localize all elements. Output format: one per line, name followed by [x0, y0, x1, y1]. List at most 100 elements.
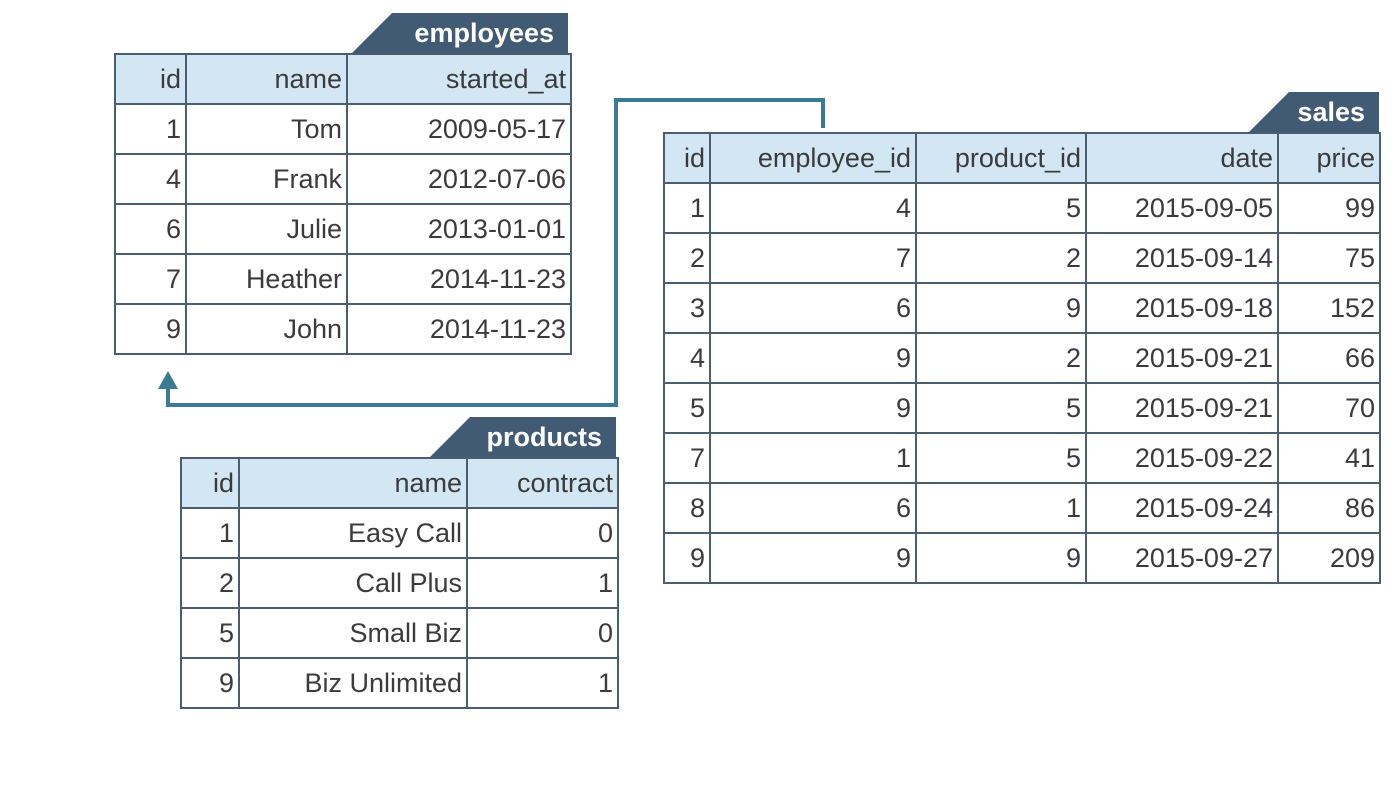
- employees-body: 1 Tom 2009-05-17 4 Frank 2012-07-06 6 Julie 2013…: [114, 103, 572, 355]
- table-cell: 5: [663, 382, 711, 434]
- table-cell: Call Plus: [238, 557, 468, 609]
- column-header: date: [1085, 132, 1279, 184]
- table-row: 9 Biz Unlimited 1: [180, 657, 619, 709]
- header-row: id name contract: [180, 457, 619, 509]
- table-cell: Heather: [185, 253, 348, 305]
- table-cell: 1: [709, 432, 917, 484]
- table-cell: Easy Call: [238, 507, 468, 559]
- column-header: name: [238, 457, 468, 509]
- table-row: 1 Easy Call 0: [180, 507, 619, 559]
- table-cell: 2013-01-01: [346, 203, 572, 255]
- header-row: id employee_id product_id date price: [663, 132, 1381, 184]
- table-cell: 99: [1277, 182, 1381, 234]
- table-cell: 209: [1277, 532, 1381, 584]
- products-table-title: products: [430, 417, 616, 457]
- table-row: 7 1 5 2015-09-22 41: [663, 432, 1381, 484]
- table-cell: 2: [180, 557, 240, 609]
- table-cell: 2009-05-17: [346, 103, 572, 155]
- table-cell: 7: [709, 232, 917, 284]
- table-row: 5 9 5 2015-09-21 70: [663, 382, 1381, 434]
- table-cell: 0: [466, 607, 619, 659]
- header-row: id name started_at: [114, 53, 572, 105]
- table-cell: 9: [114, 303, 187, 355]
- table-cell: 8: [663, 482, 711, 534]
- table-cell: 0: [466, 507, 619, 559]
- column-header: employee_id: [709, 132, 917, 184]
- table-cell: John: [185, 303, 348, 355]
- sales-body: 1 4 5 2015-09-05 99 2 7 2 2015-09-14 75 3 6 9 2015-09…: [663, 182, 1381, 584]
- table-cell: 9: [915, 282, 1087, 334]
- employees-grid: id name started_at 1 Tom 2009-05-17 4 Frank 201…: [114, 53, 572, 355]
- column-header: name: [185, 53, 348, 105]
- table-cell: 9: [915, 532, 1087, 584]
- table-row: 4 9 2 2015-09-21 66: [663, 332, 1381, 384]
- table-cell: 9: [709, 332, 917, 384]
- employee-id-relation-line: [166, 98, 825, 407]
- table-row: 9 9 9 2015-09-27 209: [663, 532, 1381, 584]
- column-header: id: [180, 457, 240, 509]
- table-cell: 2014-11-23: [346, 253, 572, 305]
- table-cell: Julie: [185, 203, 348, 255]
- table-cell: 4: [709, 182, 917, 234]
- relation-arrow-icon: [158, 371, 178, 389]
- table-cell: 2015-09-21: [1085, 382, 1279, 434]
- table-row: 3 6 9 2015-09-18 152: [663, 282, 1381, 334]
- table-cell: 2015-09-24: [1085, 482, 1279, 534]
- table-cell: 5: [180, 607, 240, 659]
- table-row: 7 Heather 2014-11-23: [114, 253, 572, 305]
- table-cell: 1: [180, 507, 240, 559]
- column-header: id: [114, 53, 187, 105]
- table-cell: 70: [1277, 382, 1381, 434]
- table-cell: 2: [663, 232, 711, 284]
- table-cell: 1: [663, 182, 711, 234]
- table-cell: 6: [709, 282, 917, 334]
- table-cell: 6: [709, 482, 917, 534]
- table-row: 1 4 5 2015-09-05 99: [663, 182, 1381, 234]
- table-row: 1 Tom 2009-05-17: [114, 103, 572, 155]
- table-row: 4 Frank 2012-07-06: [114, 153, 572, 205]
- table-cell: 2015-09-05: [1085, 182, 1279, 234]
- table-cell: 2014-11-23: [346, 303, 572, 355]
- table-cell: 2015-09-14: [1085, 232, 1279, 284]
- table-cell: 9: [709, 532, 917, 584]
- table-cell: 6: [114, 203, 187, 255]
- table-cell: 2012-07-06: [346, 153, 572, 205]
- table-cell: 1: [915, 482, 1087, 534]
- table-cell: 2: [915, 332, 1087, 384]
- table-cell: 1: [114, 103, 187, 155]
- table-cell: 7: [663, 432, 711, 484]
- table-cell: 2015-09-21: [1085, 332, 1279, 384]
- column-header: product_id: [915, 132, 1087, 184]
- table-cell: 75: [1277, 232, 1381, 284]
- employees-table-title: employees: [352, 13, 568, 53]
- table-cell: 4: [663, 332, 711, 384]
- sales-grid: id employee_id product_id date price 1 4 5 2015…: [663, 132, 1381, 584]
- table-cell: 66: [1277, 332, 1381, 384]
- table-cell: 5: [915, 382, 1087, 434]
- table-row: 2 Call Plus 1: [180, 557, 619, 609]
- table-cell: 5: [915, 182, 1087, 234]
- table-cell: Frank: [185, 153, 348, 205]
- table-cell: Small Biz: [238, 607, 468, 659]
- table-cell: 5: [915, 432, 1087, 484]
- table-cell: 1: [466, 657, 619, 709]
- table-cell: 152: [1277, 282, 1381, 334]
- column-header: price: [1277, 132, 1381, 184]
- products-grid: id name contract 1 Easy Call 0 2 Call Plus 1 5 Sm…: [180, 457, 619, 709]
- table-cell: 9: [180, 657, 240, 709]
- table-row: 9 John 2014-11-23: [114, 303, 572, 355]
- column-header: contract: [466, 457, 619, 509]
- table-cell: 2015-09-27: [1085, 532, 1279, 584]
- products-body: 1 Easy Call 0 2 Call Plus 1 5 Small Biz 0 9 Biz Un…: [180, 507, 619, 709]
- table-cell: 3: [663, 282, 711, 334]
- column-header: id: [663, 132, 711, 184]
- table-cell: Tom: [185, 103, 348, 155]
- table-cell: Biz Unlimited: [238, 657, 468, 709]
- table-cell: 9: [663, 532, 711, 584]
- table-cell: 4: [114, 153, 187, 205]
- table-row: 5 Small Biz 0: [180, 607, 619, 659]
- table-cell: 2015-09-18: [1085, 282, 1279, 334]
- table-cell: 9: [709, 382, 917, 434]
- table-cell: 7: [114, 253, 187, 305]
